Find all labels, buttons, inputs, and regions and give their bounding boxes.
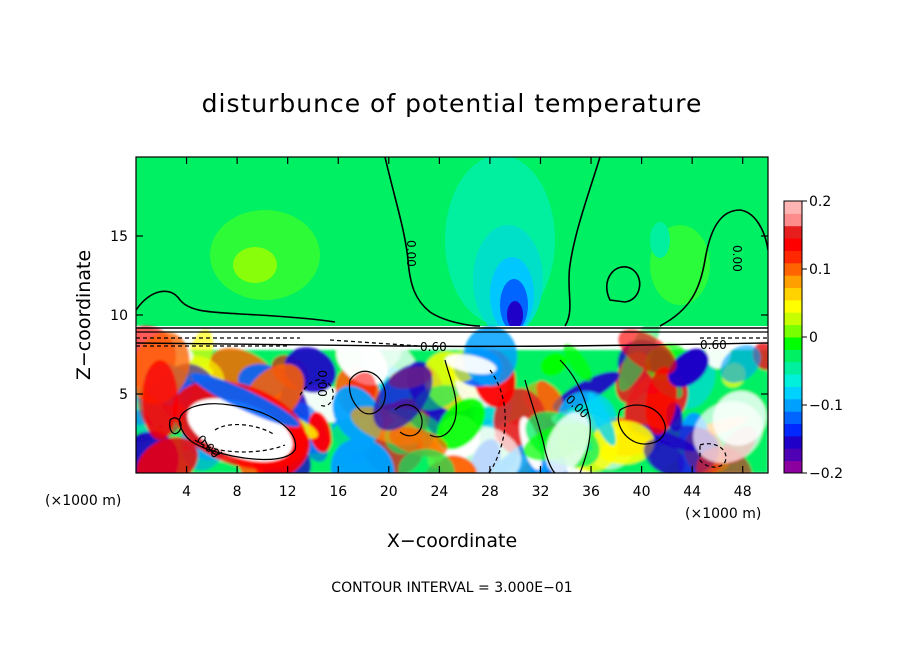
x-tick-label: 40 bbox=[633, 484, 651, 500]
x-unit-right: (×1000 m) bbox=[685, 506, 761, 522]
x-axis-label: X−coordinate bbox=[387, 530, 517, 552]
x-unit-left: (×1000 m) bbox=[45, 493, 121, 509]
x-tick-label: 20 bbox=[380, 484, 398, 500]
x-tick-label: 28 bbox=[481, 484, 499, 500]
colorbar-swatch bbox=[784, 411, 802, 425]
colorbar-swatch bbox=[784, 213, 802, 227]
colorbar-swatch bbox=[784, 423, 802, 437]
colorbar-swatch bbox=[784, 250, 802, 264]
y-tick-label: 15 bbox=[110, 229, 128, 245]
colorbar-swatch bbox=[784, 299, 802, 313]
colorbar-swatch bbox=[784, 448, 802, 462]
contour-label: 0.00 bbox=[730, 245, 744, 272]
colorbar-swatch bbox=[784, 349, 802, 363]
x-tick-label: 36 bbox=[582, 484, 600, 500]
colorbar-swatch bbox=[784, 386, 802, 400]
contour-label: 0.00 bbox=[315, 370, 329, 397]
contour-label: 0.60 bbox=[420, 340, 447, 354]
colorbar-swatch bbox=[784, 324, 802, 338]
colorbar-swatch bbox=[784, 435, 802, 449]
colorbar-swatch bbox=[784, 287, 802, 301]
colorbar-swatch bbox=[784, 337, 802, 350]
colorbar-swatch bbox=[784, 460, 802, 474]
colorbar-swatch bbox=[784, 225, 802, 239]
x-tick-label: 12 bbox=[279, 484, 297, 500]
colorbar-swatch bbox=[784, 374, 802, 387]
x-tick-label: 44 bbox=[683, 484, 701, 500]
y-tick-label: 10 bbox=[110, 308, 128, 324]
contour-label: 0.60 bbox=[700, 338, 727, 352]
x-axis: 4 8 12 16 20 24 28 32 36 40 44 48 bbox=[182, 157, 752, 500]
y-axis-label: Z−coordinate bbox=[73, 250, 95, 380]
contour-interval-note: CONTOUR INTERVAL = 3.000E−01 bbox=[331, 580, 572, 596]
y-axis: 5 10 15 bbox=[110, 229, 768, 403]
x-tick-label: 16 bbox=[329, 484, 347, 500]
colorbar-tick-label: 0.2 bbox=[809, 194, 831, 210]
x-tick-label: 48 bbox=[734, 484, 752, 500]
x-tick-label: 32 bbox=[532, 484, 550, 500]
colorbar-swatch bbox=[784, 262, 802, 276]
y-tick-label: 5 bbox=[119, 387, 128, 403]
x-tick-label: 24 bbox=[430, 484, 448, 500]
chart-title: disturbunce of potential temperature bbox=[202, 89, 703, 118]
colorbar bbox=[783, 200, 803, 474]
colorbar-tick-label: −0.1 bbox=[809, 398, 843, 414]
x-tick-label: 4 bbox=[182, 484, 191, 500]
colorbar-swatch bbox=[784, 275, 802, 289]
x-tick-label: 8 bbox=[233, 484, 242, 500]
colorbar-swatch bbox=[784, 201, 802, 214]
colorbar-ticks: 0.2 0.1 0 −0.1 −0.2 bbox=[802, 194, 843, 482]
colorbar-swatch bbox=[784, 398, 802, 412]
colorbar-tick-label: −0.2 bbox=[809, 466, 843, 482]
colorbar-swatch bbox=[784, 238, 802, 251]
colorbar-swatch bbox=[784, 361, 802, 375]
contour-label: 0.00 bbox=[404, 240, 418, 267]
temperature-field: 0.00 0.00 0.00 0.00 0.00 0.60 0.60 bbox=[136, 157, 768, 473]
colorbar-swatch bbox=[784, 312, 802, 326]
colorbar-tick-label: 0.1 bbox=[809, 262, 831, 278]
colorbar-tick-label: 0 bbox=[809, 330, 818, 346]
